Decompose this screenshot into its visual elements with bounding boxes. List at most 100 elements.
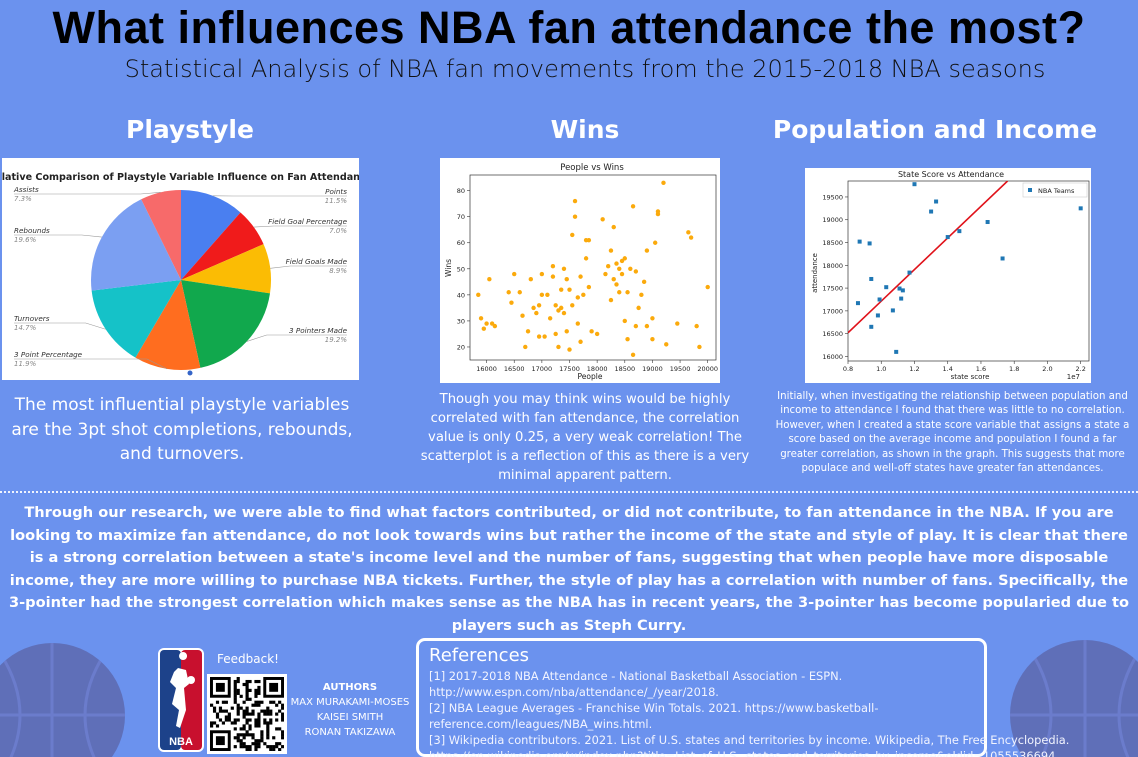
state-y-label: attendance <box>811 253 819 293</box>
pie-chart: Relative Comparison of Playstyle Variabl… <box>0 172 373 376</box>
qr-module <box>254 700 258 704</box>
wins-point <box>478 316 484 321</box>
qr-module <box>263 718 267 722</box>
state-y-tick-label: 19500 <box>822 193 843 201</box>
qr-module <box>239 739 243 743</box>
qr-module <box>278 727 282 731</box>
wins-point <box>633 269 639 274</box>
qr-module <box>278 700 282 704</box>
wins-point <box>512 271 517 277</box>
qr-module <box>251 733 255 737</box>
nba-logo: NBA <box>158 648 204 752</box>
qr-finder-core <box>269 682 279 692</box>
wins-point <box>600 217 605 222</box>
wins-point <box>636 305 641 311</box>
qr-module <box>248 712 252 716</box>
state-point <box>875 313 880 318</box>
qr-module <box>215 715 220 719</box>
qr-module <box>242 736 246 740</box>
state-x-tick-label: 2.2 <box>1076 365 1086 373</box>
pie-slice-label: Field Goals Made <box>286 257 348 266</box>
wins-point <box>586 284 592 290</box>
pie-leader-line <box>14 358 168 370</box>
wins-point <box>641 279 647 285</box>
qr-module <box>266 724 270 728</box>
qr-module <box>233 721 237 725</box>
wins-point <box>531 305 536 311</box>
qr-module <box>251 709 255 713</box>
qr-module <box>224 718 228 722</box>
wins-point <box>556 344 561 350</box>
wins-point <box>650 336 655 342</box>
pie-slice-label: Field Goal Percentage <box>268 217 347 226</box>
qr-module <box>245 730 249 734</box>
state-x-tick-label: 1.2 <box>909 365 919 373</box>
qr-module <box>233 679 237 684</box>
wins-point <box>586 237 592 243</box>
state-point <box>945 235 950 240</box>
pie-slice <box>181 280 271 368</box>
qr-module <box>269 700 273 704</box>
qr-module <box>257 718 261 722</box>
reference-link[interactable]: https://en.wikipedia.org/w/index.php?tit… <box>429 749 1059 757</box>
basketball-left-icon <box>0 643 125 757</box>
qr-module <box>215 724 220 728</box>
qr-module <box>248 733 252 737</box>
qr-module <box>233 697 237 701</box>
poster-title: What influences NBA fan attendance the m… <box>52 2 1086 53</box>
pie-slice-label: Points <box>325 187 347 196</box>
wins-point <box>564 329 569 334</box>
qr-module <box>266 727 270 731</box>
qr-module <box>281 736 285 740</box>
wins-point <box>542 334 547 339</box>
wins-point <box>481 326 487 331</box>
qr-module <box>272 748 276 752</box>
qr-module <box>251 742 255 746</box>
qr-module <box>254 691 258 695</box>
reference-line: [3] Wikipedia contributors. 2021. List o… <box>429 733 1070 747</box>
wins-point <box>583 256 589 261</box>
qr-module <box>278 742 282 746</box>
wins-x-tick-label: 20000 <box>697 365 718 373</box>
qr-module <box>236 679 240 684</box>
state-chart-title: State Score vs Attendance <box>898 170 1004 179</box>
qr-module <box>245 709 249 713</box>
qr-module <box>254 742 258 746</box>
wins-point <box>556 308 561 313</box>
qr-module <box>233 691 237 695</box>
qr-module <box>230 721 234 725</box>
qr-module <box>266 736 270 740</box>
qr-module <box>242 745 246 749</box>
qr-module <box>227 712 231 716</box>
qr-module <box>257 724 261 728</box>
state-point <box>912 182 917 187</box>
state-point <box>894 349 899 354</box>
section-divider <box>0 491 1138 493</box>
qr-module <box>275 712 279 716</box>
pie-chart-panel: Relative Comparison of Playstyle Variabl… <box>0 158 373 380</box>
qr-module <box>245 688 249 692</box>
wins-point <box>572 198 578 204</box>
pie-slice <box>181 212 264 280</box>
wins-point <box>694 323 699 329</box>
qr-module <box>210 721 214 725</box>
wins-y-tick-label: 70 <box>457 213 465 221</box>
wins-point <box>686 230 691 235</box>
qr-module <box>215 700 220 704</box>
wins-point <box>611 277 616 282</box>
state-y-tick-label: 18500 <box>822 239 843 247</box>
qr-module <box>221 700 225 704</box>
state-point <box>897 286 902 291</box>
state-y-tick-label: 19000 <box>822 216 843 224</box>
wins-y-label: Wins <box>444 259 453 277</box>
feedback-qr-code[interactable] <box>207 674 287 754</box>
conclusion-text: Through our research, we were able to fi… <box>8 504 1130 634</box>
qr-module <box>257 685 261 690</box>
pie-slice-label: Assists <box>13 185 39 194</box>
reference-link[interactable]: http://www.espn.com/nba/attendance/_/yea… <box>429 685 719 699</box>
wins-point <box>517 290 522 295</box>
reference-link[interactable]: reference.com/leagues/NBA_wins.html. <box>429 717 653 731</box>
qr-module <box>269 718 273 722</box>
qr-module <box>245 718 249 722</box>
qr-module <box>257 700 261 704</box>
